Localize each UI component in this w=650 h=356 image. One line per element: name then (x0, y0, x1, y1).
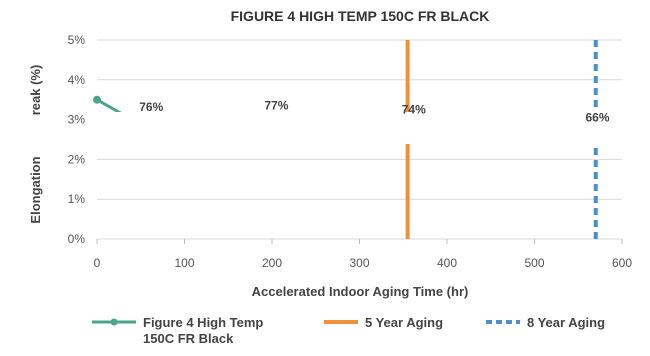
x-tick-label-0: 0 (94, 256, 101, 270)
legend: Figure 4 High Temp 150C FR Black 5 Year … (92, 315, 605, 346)
chart-title: FIGURE 4 HIGH TEMP 150C FR BLACK (231, 8, 490, 24)
data-label-1: 77% (264, 99, 288, 113)
legend-item-series: Figure 4 High Temp 150C FR Black (92, 315, 263, 346)
x-tick-label-200: 200 (262, 256, 282, 270)
legend-item-8-year: 8 Year Aging (486, 315, 605, 330)
y-axis-title-lower: Elongation (28, 156, 43, 223)
legend-item-5-year: 5 Year Aging (324, 315, 443, 330)
x-tick-label-400: 400 (437, 256, 457, 270)
y-tick-label-4: 4% (68, 73, 86, 87)
legend-label-series-line1: Figure 4 High Temp (143, 315, 263, 330)
y-tick-label-3: 3% (68, 113, 86, 127)
legend-marker-series (110, 318, 118, 326)
legend-label-8-year: 8 Year Aging (527, 315, 605, 330)
x-tick-label-500: 500 (524, 256, 544, 270)
series-point-0 (93, 95, 101, 104)
data-label-0: 76% (139, 100, 163, 114)
y-tick-label-2: 2% (68, 152, 86, 166)
y-tick-label-0: 0% (68, 232, 86, 246)
legend-label-series-line2: 150C FR Black (143, 331, 234, 346)
x-axis-ticks: 0 100 200 300 400 500 600 (94, 239, 632, 270)
y-axis-title-upper: reak (%) (28, 65, 43, 116)
x-tick-label-100: 100 (174, 256, 194, 270)
y-axis-ticks: 0% 1% 2% 3% 4% 5% (68, 33, 86, 246)
x-axis-title: Accelerated Indoor Aging Time (hr) (252, 284, 469, 299)
x-tick-label-300: 300 (349, 256, 369, 270)
y-tick-label-5: 5% (68, 33, 86, 47)
data-labels: 76% 77% 74% 66% (139, 99, 610, 125)
occlusion-overlay (97, 112, 622, 144)
x-tick-label-600: 600 (612, 256, 632, 270)
legend-label-5-year: 5 Year Aging (365, 315, 443, 330)
data-label-2: 74% (402, 103, 426, 117)
y-tick-label-1: 1% (68, 192, 86, 206)
data-label-3: 66% (585, 111, 609, 125)
